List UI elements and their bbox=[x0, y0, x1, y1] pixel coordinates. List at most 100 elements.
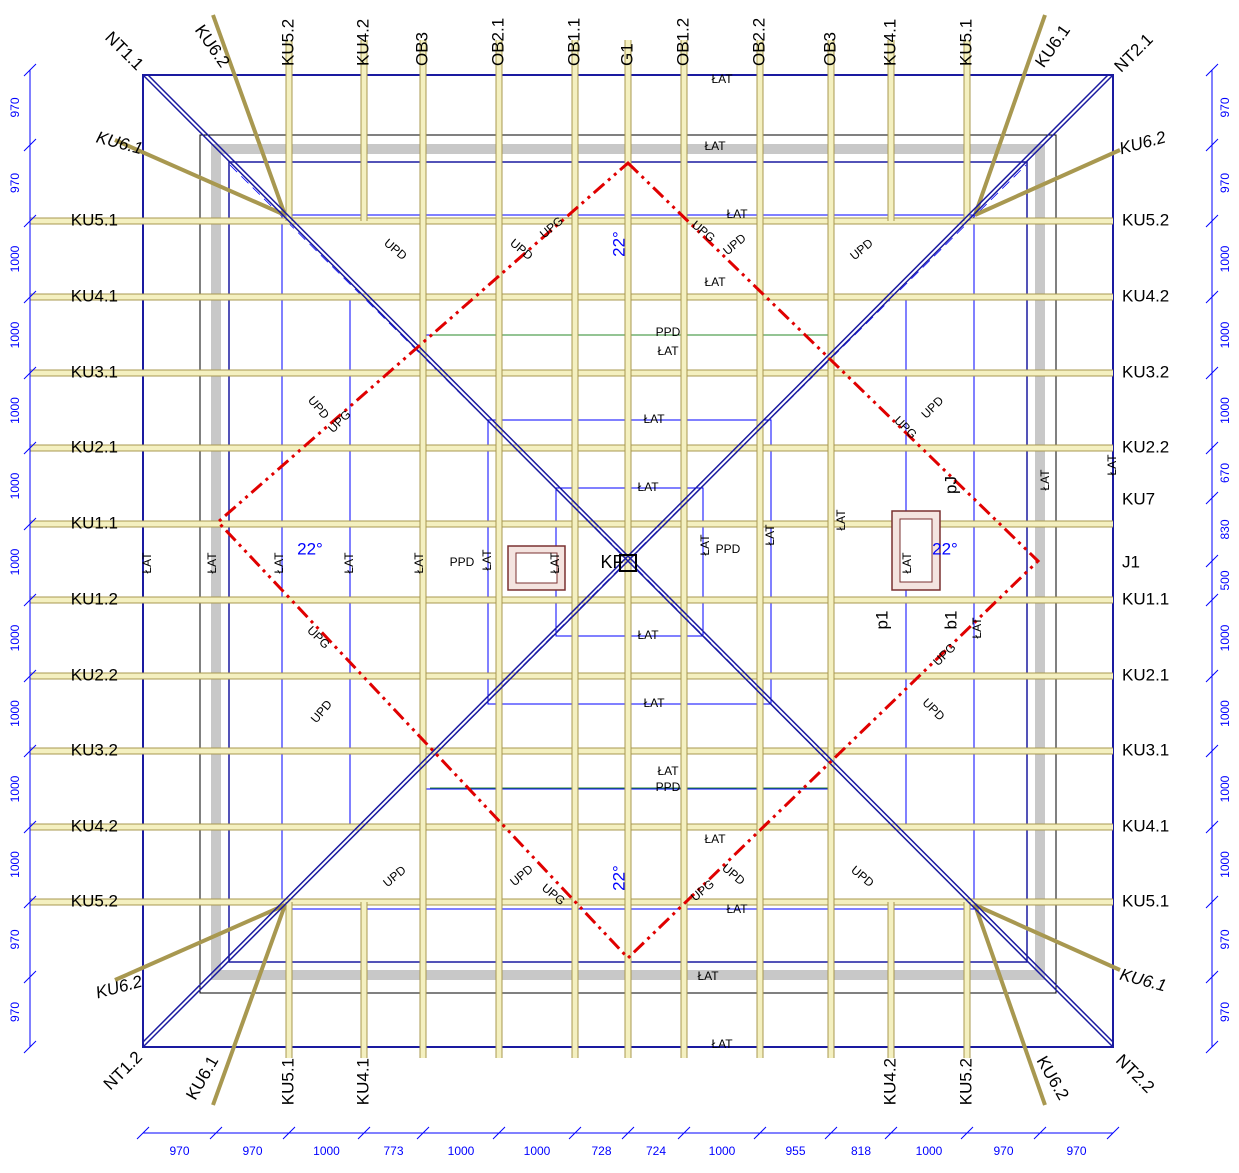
annotation: KF bbox=[600, 552, 623, 572]
dimension-tick bbox=[23, 366, 37, 380]
member-label: OB2.2 bbox=[749, 18, 768, 66]
member-label: KU6.1 bbox=[1031, 21, 1074, 71]
annotation: ŁAT bbox=[643, 412, 665, 426]
member-label: NT2.1 bbox=[1111, 30, 1157, 76]
member-label: KU6.1 bbox=[94, 128, 145, 159]
member-label: KU5.2 bbox=[1122, 210, 1169, 229]
member-label: KU4.1 bbox=[1122, 816, 1169, 835]
dimension-tick bbox=[23, 744, 37, 758]
annotation: ŁAT bbox=[140, 552, 154, 574]
dimension-tick bbox=[1205, 554, 1219, 568]
member-label: KU4.1 bbox=[353, 1058, 372, 1105]
dimension-tick bbox=[23, 1040, 37, 1054]
annotation: ŁAT bbox=[412, 552, 426, 574]
annotation: ŁAT bbox=[726, 902, 748, 916]
jack-rafter bbox=[973, 14, 1047, 216]
dimension-tick bbox=[1205, 970, 1219, 984]
annotation: UPG bbox=[304, 623, 332, 651]
dimension-label: 970 bbox=[169, 1144, 189, 1158]
dimension-label: 970 bbox=[8, 929, 22, 949]
dimension-label: 970 bbox=[1218, 1002, 1232, 1022]
dimension-label: 1000 bbox=[1218, 321, 1232, 348]
jack-rafter bbox=[974, 148, 1121, 217]
windows bbox=[507, 510, 941, 591]
member-label: KU6.2 bbox=[191, 21, 234, 71]
dimension-tick bbox=[1205, 1040, 1219, 1054]
member-label: KU4.1 bbox=[880, 19, 899, 66]
member-label: KU5.2 bbox=[956, 1058, 975, 1105]
dimension-tick bbox=[621, 1126, 635, 1140]
dimension-tick bbox=[824, 1126, 838, 1140]
annotation: ŁAT bbox=[900, 552, 914, 574]
dimension-label: 1000 bbox=[8, 624, 22, 651]
dimension-label: 1000 bbox=[8, 321, 22, 348]
annotation: ŁAT bbox=[657, 764, 679, 778]
member-label: OB3 bbox=[412, 32, 431, 66]
annotation: UPD bbox=[920, 696, 948, 724]
dimension-tick bbox=[1205, 895, 1219, 909]
dimension-label: 1000 bbox=[916, 1144, 943, 1158]
annotation: ŁAT bbox=[834, 509, 848, 531]
annotation: ŁAT bbox=[763, 524, 777, 546]
dimension-tick bbox=[1033, 1126, 1047, 1140]
dimension-lines bbox=[23, 63, 1219, 1140]
dimension-label: 1000 bbox=[8, 397, 22, 424]
member-label: KU5.2 bbox=[278, 19, 297, 66]
dimension-label: 1000 bbox=[8, 700, 22, 727]
dimension-tick bbox=[23, 63, 37, 77]
member-label: KU2.2 bbox=[1122, 437, 1169, 456]
dimension-label: 970 bbox=[1218, 929, 1232, 949]
dimension-label: 1000 bbox=[709, 1144, 736, 1158]
member-label: KU3.2 bbox=[71, 740, 118, 759]
member-label: KU6.2 bbox=[1117, 127, 1168, 158]
jack-rafter bbox=[114, 903, 286, 982]
dimension-label: 830 bbox=[1218, 519, 1232, 539]
dimension-tick bbox=[23, 970, 37, 984]
dimension-tick bbox=[23, 138, 37, 152]
member-label: KU3.2 bbox=[1122, 362, 1169, 381]
member-label: KU4.2 bbox=[880, 1058, 899, 1105]
annotation: ŁAT bbox=[205, 552, 219, 574]
annotation: UPG bbox=[930, 640, 958, 668]
member-label: NT1.1 bbox=[101, 28, 147, 74]
dimension-tick bbox=[1205, 63, 1219, 77]
annotation: ŁAT bbox=[726, 207, 748, 221]
annotation: UPD bbox=[308, 697, 335, 726]
dimension-tick bbox=[1205, 366, 1219, 380]
member-label: KU4.1 bbox=[71, 286, 118, 305]
annotation: ŁAT bbox=[698, 534, 712, 556]
annotation: UPD bbox=[380, 863, 409, 890]
dimension-label: 1000 bbox=[1218, 245, 1232, 272]
dimension-label: 1000 bbox=[1218, 775, 1232, 802]
annotation: ŁAT bbox=[643, 696, 665, 710]
annotation: ŁAT bbox=[480, 549, 494, 571]
dimension-label: 1000 bbox=[8, 472, 22, 499]
member-label: KU4.2 bbox=[71, 816, 118, 835]
annotation: ŁAT bbox=[970, 617, 984, 639]
member-label: KU1.2 bbox=[71, 589, 118, 608]
dimension-tick bbox=[23, 517, 37, 531]
annotation: UPD bbox=[848, 863, 877, 890]
dimension-label: 970 bbox=[1066, 1144, 1086, 1158]
member-label: KU5.1 bbox=[278, 1058, 297, 1105]
labels: NT1.1 KU6.2 KU5.2 KU4.2 OB3 OB2.1 OB1.1 G1 OB1.2… bbox=[8, 18, 1232, 1158]
member-label: KU6.2 bbox=[94, 972, 145, 1003]
member-label: G1 bbox=[617, 43, 636, 66]
member-label: KU4.2 bbox=[1122, 286, 1169, 305]
member-label: KU5.2 bbox=[71, 891, 118, 910]
annotation: ŁAT bbox=[711, 72, 733, 86]
dimension-label: 970 bbox=[1218, 97, 1232, 117]
dimension-tick bbox=[1106, 1126, 1120, 1140]
member-label: OB3 bbox=[820, 32, 839, 66]
dimension-label: 500 bbox=[1218, 570, 1232, 590]
dimension-label: 970 bbox=[8, 173, 22, 193]
dimension-tick bbox=[677, 1126, 691, 1140]
annotation: ŁAT bbox=[272, 552, 286, 574]
member-label: KU5.1 bbox=[1122, 891, 1169, 910]
dimension-tick bbox=[23, 441, 37, 455]
dimension-label: 1000 bbox=[524, 1144, 551, 1158]
dimension-tick bbox=[23, 895, 37, 909]
dimension-label: 1000 bbox=[1218, 851, 1232, 878]
dimension-label: 970 bbox=[993, 1144, 1013, 1158]
dimension-label: 1000 bbox=[1218, 624, 1232, 651]
